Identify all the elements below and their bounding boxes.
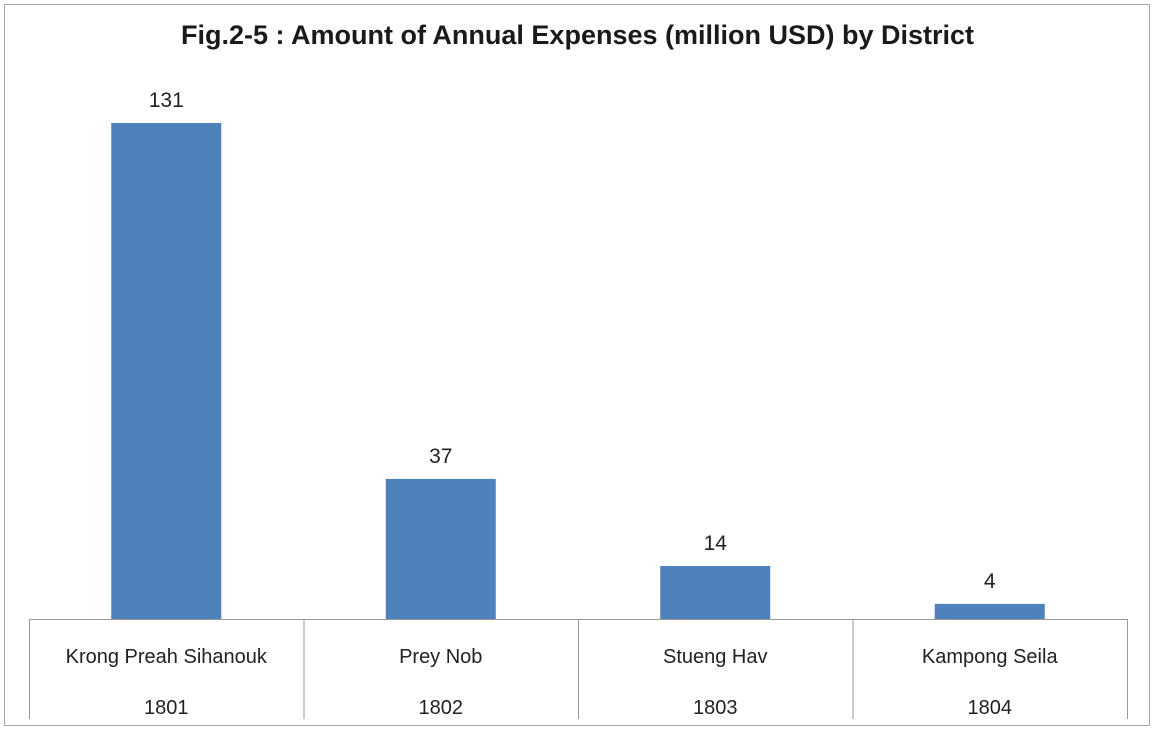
bar-1 xyxy=(111,123,222,619)
bar-4 xyxy=(934,603,1045,619)
data-label-3: 14 xyxy=(704,532,728,555)
bar-3 xyxy=(660,565,771,619)
category-code-3: 1803 xyxy=(693,697,738,719)
category-label-3: Stueng Hav xyxy=(663,646,768,668)
data-label-1: 131 xyxy=(149,89,184,112)
bar-2 xyxy=(385,478,496,619)
bars-group xyxy=(111,123,1045,619)
data-label-2: 37 xyxy=(429,445,452,468)
category-code-4: 1804 xyxy=(968,697,1013,719)
category-code-2: 1802 xyxy=(419,697,464,719)
data-label-4: 4 xyxy=(984,570,996,593)
data-labels-group: 131 37 14 4 xyxy=(149,89,996,593)
category-label-1: Krong Preah Sihanouk xyxy=(66,646,268,668)
category-code-1: 1801 xyxy=(144,697,189,719)
chart-title: Fig.2-5 : Amount of Annual Expenses (mil… xyxy=(180,20,975,50)
category-axis: Krong Preah Sihanouk 1801 Prey Nob 1802 Stue… xyxy=(29,619,1128,719)
category-label-2: Prey Nob xyxy=(399,646,482,668)
category-label-4: Kampong Seila xyxy=(922,646,1059,668)
